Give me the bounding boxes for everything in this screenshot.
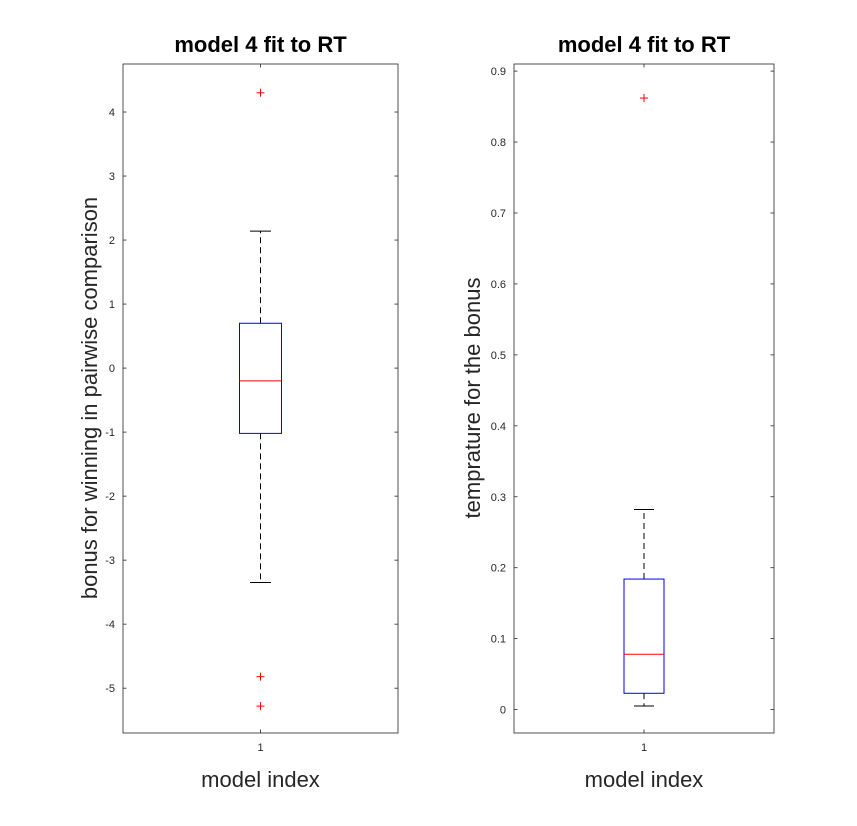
y-tick-label: 0.2: [491, 563, 506, 575]
y-tick-label: 2: [109, 235, 115, 247]
y-axis-label: bonus for winning in pairwise comparison: [77, 197, 102, 599]
y-tick-label: -2: [105, 491, 115, 503]
y-tick-label: 0: [109, 363, 115, 375]
y-tick-label: 0.1: [491, 634, 506, 646]
outlier-point: [256, 88, 265, 97]
x-axis-label: model index: [201, 767, 320, 792]
plot-title: model 4 fit to RT: [174, 32, 347, 57]
y-tick-label: -4: [105, 619, 115, 631]
y-tick-label: 0.4: [491, 421, 506, 433]
outlier-point: [640, 94, 648, 103]
x-axis-label: model index: [585, 767, 704, 792]
y-tick-label: 0.8: [491, 137, 506, 149]
y-axis-label: temprature for the bonus: [460, 278, 485, 519]
y-tick-label: 0.7: [491, 208, 506, 220]
x-tick-label: 1: [641, 742, 647, 754]
x-tick-label: 1: [257, 742, 263, 754]
box-iqr: [623, 578, 665, 694]
outlier-point: [256, 672, 265, 681]
y-tick-label: 0.9: [491, 66, 506, 78]
plot-panel-1: -5 -4 -3 -2 -1 0 1 2 3 4 1 model 4 fit to RT model i…: [77, 32, 399, 792]
y-tick-label: 3: [109, 171, 115, 183]
plot-panel-2: 0 0.1 0.2 0.3 0.4 0.5 0.6 0.7 0.8 0.9 1 model 4 fit…: [460, 32, 775, 792]
y-tick-label: 0: [500, 705, 506, 717]
axes-frame: [513, 63, 775, 734]
y-tick-label: -5: [105, 683, 115, 695]
y-tick-label: 4: [109, 107, 115, 119]
box-iqr: [239, 322, 282, 434]
y-tick-label: -3: [105, 555, 115, 567]
y-tick-label: 1: [109, 299, 115, 311]
plot-title: model 4 fit to RT: [558, 32, 731, 57]
y-tick-label: 0.3: [491, 492, 506, 504]
axes-frame: [122, 63, 399, 734]
y-tick-label: -1: [105, 427, 115, 439]
outlier-point: [256, 702, 265, 711]
y-tick-label: 0.5: [491, 350, 506, 362]
y-tick-label: 0.6: [491, 279, 506, 291]
